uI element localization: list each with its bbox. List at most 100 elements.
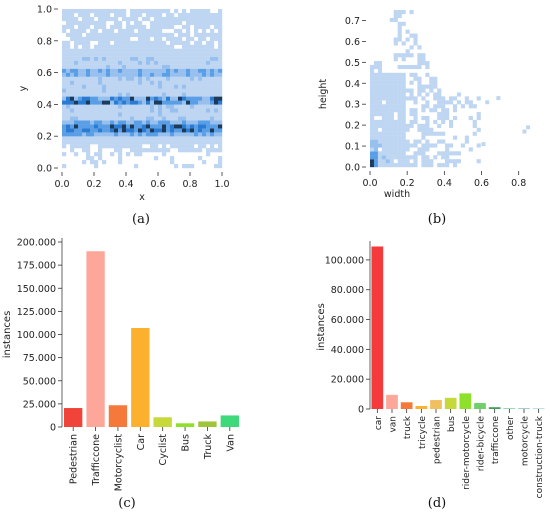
heatmap-b-cell (377, 104, 383, 109)
heatmap-a-cell (166, 100, 171, 105)
heatmap-a-cell (106, 120, 111, 125)
heatmap-b-cell (417, 53, 422, 58)
heatmap-a-cell (86, 104, 91, 109)
heatmap-a-cell (198, 56, 203, 61)
heatmap-a-cell (74, 44, 79, 49)
heatmap-a-cell (174, 164, 179, 169)
heatmap-b-cell (413, 37, 418, 42)
heatmap-a-cell (178, 32, 183, 38)
y-tick-label-b: 0.1 (345, 142, 360, 153)
heatmap-a-cell (126, 48, 131, 53)
heatmap-a-cell (218, 156, 223, 161)
heatmap-b-cell (385, 88, 390, 93)
heatmap-b-cell (417, 84, 422, 89)
heatmap-a-cell (166, 120, 171, 125)
heatmap-b-cell (389, 119, 394, 125)
heatmap-a-cell (74, 36, 79, 41)
heatmap-a-cell (138, 52, 143, 57)
heatmap-a-cell (218, 20, 223, 26)
heatmap-a-cell (162, 56, 167, 61)
heatmap-b-cell (389, 88, 394, 93)
heatmap-a-cell (134, 92, 139, 97)
heatmap-a-cell (206, 120, 211, 125)
heatmap-a-cell (102, 124, 107, 129)
heatmap-a-cell (218, 52, 223, 57)
heatmap-a-cell (74, 144, 79, 149)
category-label-d: pedestrian (433, 416, 443, 464)
heatmap-a-cell (62, 40, 67, 45)
heatmap-a-cell (190, 9, 195, 14)
heatmap-a-cell (218, 80, 223, 85)
heatmap-a-cell (182, 116, 187, 121)
heatmap-a-cell (186, 88, 191, 93)
heatmap-a-cell (150, 64, 155, 69)
heatmap-b-cell (437, 112, 442, 117)
heatmap-b-cell (397, 84, 402, 89)
heatmap-a-cell (142, 44, 147, 49)
heatmap-a-cell (82, 128, 87, 133)
heatmap-b-cell (377, 92, 383, 97)
heatmap-a-cell (170, 160, 175, 165)
heatmap-a-cell (66, 9, 71, 14)
heatmap-a-cell (114, 148, 119, 153)
category-label-c: Pedestrian (69, 434, 80, 484)
heatmap-a-cell (166, 140, 171, 145)
heatmap-a-cell (62, 100, 67, 105)
heatmap-b-cell (456, 151, 462, 156)
heatmap-a-cell (86, 108, 91, 113)
heatmap-a-cell (114, 76, 119, 81)
heatmap-a-cell (106, 144, 111, 149)
heatmap-a-cell (126, 80, 131, 85)
heatmap-a-cell (186, 112, 191, 117)
heatmap-a-cell (158, 92, 163, 97)
heatmap-b-cell (385, 159, 390, 164)
heatmap-a-cell (214, 76, 219, 81)
heatmap-a-cell (130, 140, 135, 145)
heatmap-a-cell (218, 64, 223, 69)
heatmap-b-cell (377, 80, 383, 85)
heatmap-a-cell (154, 140, 159, 145)
heatmap-a-cell (174, 128, 179, 133)
heatmap-a-cell (182, 92, 187, 97)
heatmap-a-cell (110, 32, 115, 38)
heatmap-a-cell (210, 88, 215, 93)
heatmap-b-cell (433, 143, 438, 148)
heatmap-a-cell (202, 80, 207, 85)
heatmap-a-cell (122, 56, 127, 61)
heatmap-a-cell (114, 20, 119, 26)
heatmap-b-cell (385, 80, 390, 85)
heatmap-a-cell (110, 48, 115, 53)
heatmap-a-cell (206, 20, 211, 26)
heatmap-a-cell (114, 140, 119, 145)
heatmap-a-cell (86, 48, 91, 53)
heatmap-a-cell (66, 68, 71, 73)
heatmap-b-cell (401, 131, 406, 136)
heatmap-b-cell (409, 108, 414, 113)
heatmap-b-cell (377, 68, 383, 74)
heatmap-a-cell (218, 28, 223, 34)
heatmap-a-cell (194, 12, 199, 18)
heatmap-b-cell (370, 115, 375, 121)
heatmap-a-cell (94, 28, 99, 34)
heatmap-a-cell (162, 52, 167, 57)
heatmap-a-cell (62, 144, 67, 149)
heatmap-a-cell (98, 156, 103, 161)
heatmap-a-cell (198, 112, 203, 117)
heatmap-a-cell (94, 128, 99, 133)
heatmap-a-cell (82, 136, 87, 141)
heatmap-b-cell (377, 151, 383, 156)
heatmap-b-cell (441, 131, 446, 136)
heatmap-a-cell (142, 116, 147, 121)
heatmap-a-cell (186, 20, 191, 26)
heatmap-a-cell (158, 132, 163, 137)
heatmap-a-cell (70, 140, 75, 145)
heatmap-a-cell (214, 32, 219, 38)
heatmap-a-cell (90, 104, 95, 109)
heatmap-b-cell (409, 33, 414, 38)
bar-d-bus (444, 397, 457, 409)
heatmap-a-cell (82, 140, 87, 145)
heatmap-a-cell (206, 96, 211, 101)
heatmap-a-cell (178, 76, 183, 81)
heatmap-a-cell (66, 72, 71, 77)
heatmap-b-cell (393, 143, 398, 148)
